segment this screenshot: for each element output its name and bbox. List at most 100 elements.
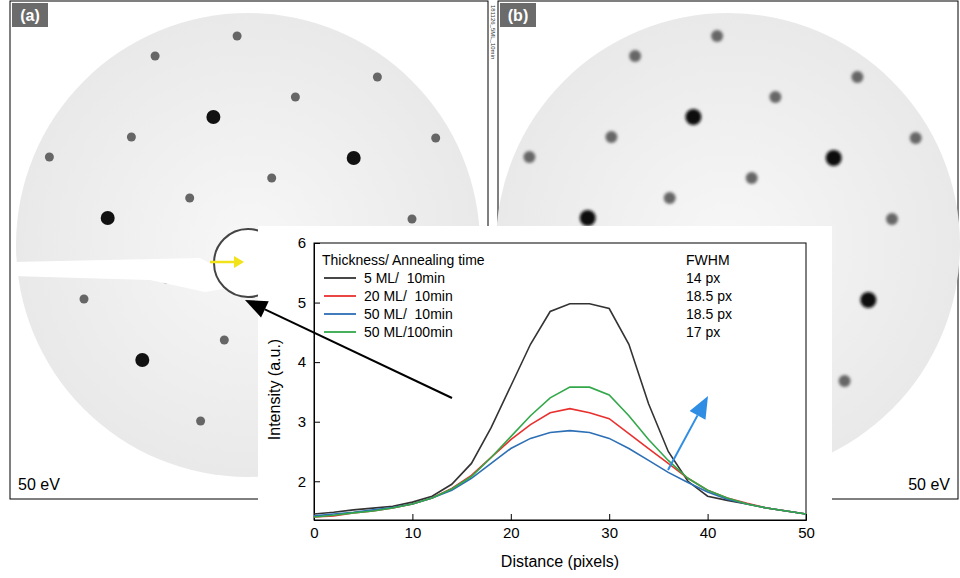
spot <box>267 174 276 183</box>
fwhm-entry: 18.5 px <box>686 288 732 304</box>
legend: Thickness/ Annealing time FWHM 5 ML/ 10min… <box>322 252 732 340</box>
spot <box>151 52 160 61</box>
x-tick-mark <box>511 514 512 520</box>
spot <box>769 91 781 103</box>
y-axis-line <box>315 244 321 521</box>
spot <box>196 417 205 426</box>
legend-title: Thickness/ Annealing time <box>322 252 485 268</box>
legend-entry: 5 ML/ 10min <box>364 270 445 286</box>
spot <box>910 132 922 144</box>
y-tick: 6 <box>298 234 320 251</box>
panel-letter: (a) <box>20 7 40 24</box>
x-tick: 20 <box>503 514 520 541</box>
y-tick-label: 6 <box>298 234 306 251</box>
x-tick-label: 40 <box>700 524 717 541</box>
legend-swatch <box>324 331 356 333</box>
spot <box>291 93 300 102</box>
y-tick-label: 4 <box>298 353 306 370</box>
spot <box>860 292 876 308</box>
spot <box>101 211 115 225</box>
spot <box>746 172 758 184</box>
energy-label: 50 eV <box>908 476 950 493</box>
x-tick-mark <box>609 514 610 520</box>
panel-letter-bg <box>500 3 536 27</box>
spot <box>80 295 89 304</box>
y-tick-mark <box>314 243 320 244</box>
spot <box>605 131 617 143</box>
legend-swatch <box>324 277 356 279</box>
lines <box>314 304 806 517</box>
series-line <box>314 304 806 514</box>
spot <box>826 150 842 166</box>
legend-entry: 20 ML/ 10min <box>364 288 453 304</box>
spot <box>629 50 641 62</box>
y-tick-mark <box>314 422 320 423</box>
spot <box>206 110 220 124</box>
y-axis-title: Intensity (a.u.) <box>266 339 283 440</box>
spot <box>220 336 229 345</box>
y-tick-mark <box>314 362 320 363</box>
pointer-arrow-b <box>668 415 698 470</box>
x-tick-mark <box>806 514 807 520</box>
x-tick: 50 <box>798 514 815 541</box>
spot <box>886 213 898 225</box>
spot <box>431 134 440 143</box>
fwhm-title: FWHM <box>686 252 730 268</box>
legend-swatch <box>324 295 356 297</box>
spot <box>711 30 723 42</box>
plot-frame <box>314 243 806 520</box>
y-tick: 4 <box>298 353 320 370</box>
x-tick: 10 <box>405 514 422 541</box>
x-tick-mark <box>412 514 413 520</box>
panel-letter-bg <box>12 3 48 27</box>
x-tick: 40 <box>700 514 717 541</box>
y-tick-label: 5 <box>298 294 306 311</box>
x-tick-label: 30 <box>601 524 618 541</box>
screen-gap <box>12 258 240 292</box>
spot <box>408 215 417 224</box>
y-tick-mark <box>314 303 320 304</box>
y-tick-label: 2 <box>298 473 306 490</box>
spot <box>135 353 149 367</box>
spot <box>127 133 136 142</box>
spot <box>45 153 54 162</box>
legend-entry: 50 ML/ 10min <box>364 306 453 322</box>
y-tick-mark <box>314 481 320 482</box>
spot <box>233 32 242 41</box>
fwhm-entry: 18.5 px <box>686 306 732 322</box>
x-axis: 0 10 20 30 40 50 <box>310 514 815 541</box>
marker-arrow <box>210 261 236 264</box>
marker-arrow-head <box>234 256 244 268</box>
energy-label: 50 eV <box>18 476 60 493</box>
legend-entry: 50 ML/100min <box>364 324 453 340</box>
pointer-arrow-b-head <box>690 396 708 420</box>
fwhm-entry: 14 px <box>686 270 720 286</box>
spot <box>839 375 851 387</box>
file-tag: 181126_5ML_10min <box>490 5 496 59</box>
panel-letter: (b) <box>508 7 528 24</box>
series-line <box>314 431 806 516</box>
line-chart: 0102030405023456Distance (pixels)Intensi… <box>266 234 815 570</box>
y-axis: 2 3 4 5 6 <box>298 234 320 520</box>
inset-background <box>258 226 832 578</box>
spot <box>851 71 863 83</box>
fwhm-entry: 17 px <box>686 324 720 340</box>
series-line <box>314 409 806 517</box>
spot <box>185 194 194 203</box>
spot <box>664 192 676 204</box>
x-tick: 30 <box>601 514 618 541</box>
x-tick-label: 20 <box>503 524 520 541</box>
x-axis-line <box>315 514 807 521</box>
series-line <box>314 387 806 517</box>
y-tick: 3 <box>298 413 320 430</box>
y-tick: 2 <box>298 473 320 490</box>
x-tick-mark <box>708 514 709 520</box>
x-tick-label: 10 <box>405 524 422 541</box>
pointer-arrow-a-head <box>245 300 269 318</box>
y-tick-label: 3 <box>298 413 306 430</box>
figure: (a) 50 eV 181126_5ML_10min (b) 50 eV 0 10 20 30 4… <box>0 0 960 578</box>
y-tick: 5 <box>298 294 320 311</box>
x-tick-label: 50 <box>798 524 815 541</box>
spot <box>580 210 596 226</box>
x-tick-label: 0 <box>310 524 318 541</box>
